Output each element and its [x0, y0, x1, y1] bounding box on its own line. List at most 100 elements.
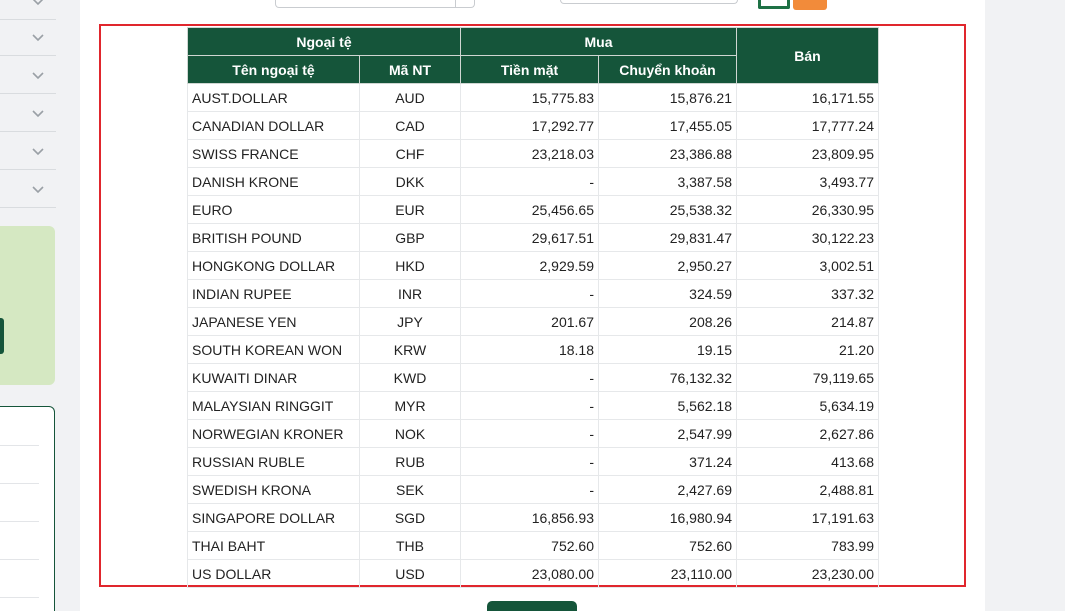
transfer-rate: 2,950.27: [598, 251, 737, 280]
sell-rate: 16,171.55: [736, 83, 879, 112]
transfer-rate: 5,562.18: [598, 391, 737, 420]
cash-rate: -: [460, 167, 599, 196]
currency-code: SGD: [359, 503, 461, 532]
currency-name: US DOLLAR: [187, 559, 360, 588]
transfer-rate: 324.59: [598, 279, 737, 308]
sidebar-accordion-item[interactable]: [0, 0, 56, 20]
sidebar-accordion-item[interactable]: [0, 18, 56, 56]
sell-rate: 214.87: [736, 307, 879, 336]
sidebar-accordion-item[interactable]: [0, 132, 56, 170]
cash-rate: 23,080.00: [460, 559, 599, 588]
chevron-down-icon: [32, 33, 44, 41]
header-currency-group: Ngoại tệ: [187, 27, 461, 56]
transfer-rate: 208.26: [598, 307, 737, 336]
table-row: EURO EUR 25,456.65 25,538.32 26,330.95: [187, 195, 879, 224]
currency-name: SOUTH KOREAN WON: [187, 335, 360, 364]
cash-rate: 201.67: [460, 307, 599, 336]
sidebar-accordion-item[interactable]: [0, 56, 56, 94]
transfer-rate: 2,427.69: [598, 475, 737, 504]
sell-rate: 17,191.63: [736, 503, 879, 532]
sidebar-list-box: [0, 406, 55, 611]
chevron-down-icon: [32, 147, 44, 155]
sidebar-accordion-item[interactable]: [0, 170, 56, 208]
cash-rate: 29,617.51: [460, 223, 599, 252]
currency-code: THB: [359, 531, 461, 560]
table-row: SWISS FRANCE CHF 23,218.03 23,386.88 23,…: [187, 139, 879, 168]
sell-rate: 3,002.51: [736, 251, 879, 280]
chevron-down-icon: [32, 71, 44, 79]
currency-code: MYR: [359, 391, 461, 420]
sidebar-promo-box: [0, 226, 55, 385]
currency-name: SINGAPORE DOLLAR: [187, 503, 360, 532]
transfer-rate: 19.15: [598, 335, 737, 364]
date-select[interactable]: [275, 0, 475, 8]
currency-name: SWISS FRANCE: [187, 139, 360, 168]
currency-name: THAI BAHT: [187, 531, 360, 560]
currency-code: DKK: [359, 167, 461, 196]
cash-rate: 23,218.03: [460, 139, 599, 168]
currency-name: RUSSIAN RUBLE: [187, 447, 360, 476]
table-row: NORWEGIAN KRONER NOK - 2,547.99 2,627.86: [187, 419, 879, 448]
sell-rate: 337.32: [736, 279, 879, 308]
main-panel: Ngoại tệ Mua Bán Tên ngoại tệ Mã NT Tiền…: [80, 0, 985, 611]
sell-rate: 17,777.24: [736, 111, 879, 140]
branch-select[interactable]: [560, 0, 738, 4]
table-row: INDIAN RUPEE INR - 324.59 337.32: [187, 279, 879, 308]
table-row: JAPANESE YEN JPY 201.67 208.26 214.87: [187, 307, 879, 336]
divider: [0, 521, 39, 522]
table-row: MALAYSIAN RINGGIT MYR - 5,562.18 5,634.1…: [187, 391, 879, 420]
currency-code: JPY: [359, 307, 461, 336]
chevron-down-icon: [32, 185, 44, 193]
currency-code: KWD: [359, 363, 461, 392]
transfer-rate: 15,876.21: [598, 83, 737, 112]
sell-rate: 21.20: [736, 335, 879, 364]
sell-rate: 783.99: [736, 531, 879, 560]
cash-rate: 752.60: [460, 531, 599, 560]
currency-code: USD: [359, 559, 461, 588]
exchange-rate-table: Ngoại tệ Mua Bán Tên ngoại tệ Mã NT Tiền…: [187, 27, 879, 588]
table-row: HONGKONG DOLLAR HKD 2,929.59 2,950.27 3,…: [187, 251, 879, 280]
currency-code: AUD: [359, 83, 461, 112]
header-cash: Tiền mặt: [460, 55, 599, 84]
exchange-rate-frame: Ngoại tệ Mua Bán Tên ngoại tệ Mã NT Tiền…: [99, 24, 966, 588]
currency-code: NOK: [359, 419, 461, 448]
sell-rate: 23,809.95: [736, 139, 879, 168]
currency-code: KRW: [359, 335, 461, 364]
cash-rate: 15,775.83: [460, 83, 599, 112]
header-currency-code: Mã NT: [359, 55, 461, 84]
excel-icon[interactable]: [758, 0, 790, 9]
currency-name: CANADIAN DOLLAR: [187, 111, 360, 140]
currency-name: INDIAN RUPEE: [187, 279, 360, 308]
transfer-rate: 76,132.32: [598, 363, 737, 392]
submit-button[interactable]: [487, 601, 577, 611]
promo-button[interactable]: [0, 318, 4, 354]
sell-rate: 26,330.95: [736, 195, 879, 224]
transfer-rate: 3,387.58: [598, 167, 737, 196]
currency-code: EUR: [359, 195, 461, 224]
currency-code: GBP: [359, 223, 461, 252]
table-row: US DOLLAR USD 23,080.00 23,110.00 23,230…: [187, 559, 879, 588]
table-row: RUSSIAN RUBLE RUB - 371.24 413.68: [187, 447, 879, 476]
chevron-down-icon: [33, 0, 43, 5]
header-currency-name: Tên ngoại tệ: [187, 55, 360, 84]
cash-rate: 17,292.77: [460, 111, 599, 140]
cash-rate: -: [460, 363, 599, 392]
cash-rate: -: [460, 419, 599, 448]
currency-code: RUB: [359, 447, 461, 476]
cash-rate: -: [460, 475, 599, 504]
currency-name: AUST.DOLLAR: [187, 83, 360, 112]
divider: [0, 559, 39, 560]
currency-name: MALAYSIAN RINGGIT: [187, 391, 360, 420]
sidebar: [0, 0, 56, 611]
sell-rate: 5,634.19: [736, 391, 879, 420]
currency-name: SWEDISH KRONA: [187, 475, 360, 504]
currency-code: CAD: [359, 111, 461, 140]
currency-name: DANISH KRONE: [187, 167, 360, 196]
divider: [0, 597, 39, 598]
cash-rate: 16,856.93: [460, 503, 599, 532]
sell-rate: 2,627.86: [736, 419, 879, 448]
sidebar-accordion-item[interactable]: [0, 94, 56, 132]
table-row: BRITISH POUND GBP 29,617.51 29,831.47 30…: [187, 223, 879, 252]
print-icon[interactable]: [793, 0, 827, 10]
cash-rate: 2,929.59: [460, 251, 599, 280]
